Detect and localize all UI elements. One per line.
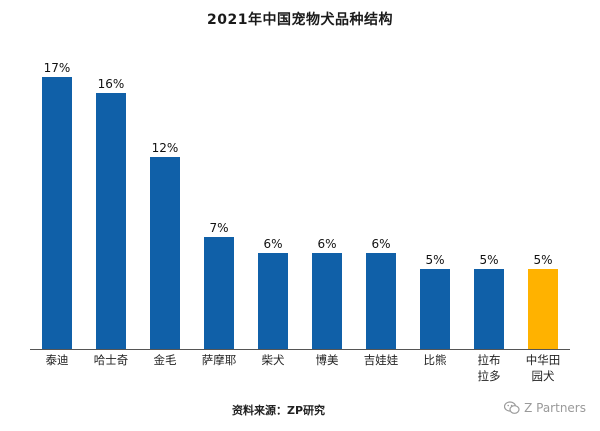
bar xyxy=(258,253,288,349)
wechat-icon xyxy=(504,401,520,414)
x-tick-label: 吉娃娃 xyxy=(364,353,399,367)
x-tick-label: 拉布 xyxy=(478,353,501,367)
bar xyxy=(150,157,180,349)
bar xyxy=(96,93,126,349)
watermark: Z Partners xyxy=(504,401,586,415)
x-tick-label: 哈士奇 xyxy=(94,353,129,367)
x-tick-label: 拉多 xyxy=(478,369,501,383)
x-tick-label: 比熊 xyxy=(424,353,447,367)
data-label: 6% xyxy=(317,237,336,251)
watermark-text: Z Partners xyxy=(524,401,586,415)
bar xyxy=(528,269,558,349)
bar xyxy=(312,253,342,349)
source-note: 资料来源：ZP研究 xyxy=(232,404,326,417)
data-label: 6% xyxy=(263,237,282,251)
x-tick-label: 中华田 xyxy=(526,353,561,367)
bar xyxy=(366,253,396,349)
data-label: 16% xyxy=(98,77,125,91)
x-tick-label: 泰迪 xyxy=(46,353,69,367)
x-tick-label: 博美 xyxy=(316,353,339,367)
bar xyxy=(420,269,450,349)
bar xyxy=(204,237,234,349)
data-label: 17% xyxy=(44,61,71,75)
x-tick-label: 园犬 xyxy=(532,369,555,383)
chart-title: 2021年中国宠物犬品种结构 xyxy=(207,12,393,28)
data-label: 6% xyxy=(371,237,390,251)
x-tick-label: 柴犬 xyxy=(262,353,285,367)
bar xyxy=(474,269,504,349)
data-label: 5% xyxy=(533,253,552,267)
bar xyxy=(42,77,72,349)
x-tick-label: 萨摩耶 xyxy=(202,353,237,367)
data-label: 12% xyxy=(152,141,179,155)
data-label: 7% xyxy=(209,221,228,235)
x-tick-label: 金毛 xyxy=(154,353,177,367)
data-label: 5% xyxy=(479,253,498,267)
data-label: 5% xyxy=(425,253,444,267)
